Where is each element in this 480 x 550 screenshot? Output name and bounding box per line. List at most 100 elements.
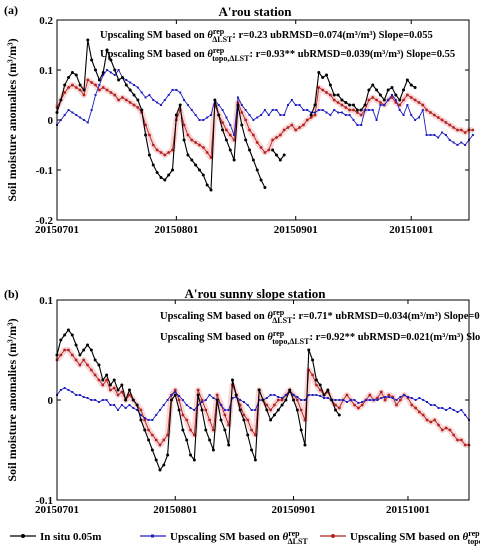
data-point	[102, 74, 105, 76]
data-point	[82, 396, 85, 398]
data-point	[217, 113, 221, 117]
data-point	[82, 348, 86, 352]
data-point	[232, 138, 236, 142]
data-point	[144, 133, 148, 137]
data-point	[313, 103, 317, 107]
data-point	[89, 368, 93, 372]
data-point	[174, 113, 178, 117]
data-point	[463, 131, 467, 134]
data-point	[260, 114, 263, 116]
data-point	[59, 98, 63, 102]
data-point	[410, 403, 414, 407]
data-point	[169, 398, 173, 402]
data-point	[390, 96, 394, 99]
data-point	[117, 69, 120, 71]
data-point	[371, 96, 375, 99]
data-point	[143, 418, 147, 422]
data-point	[59, 353, 63, 357]
data-point	[223, 409, 226, 411]
data-point	[240, 104, 243, 106]
data-point	[244, 118, 248, 122]
data-point	[348, 103, 352, 107]
data-point	[460, 409, 463, 411]
data-point	[280, 398, 284, 402]
data-point	[144, 96, 147, 99]
y-tick-label: -0.1	[36, 495, 53, 507]
data-point	[255, 141, 259, 144]
data-point	[181, 428, 185, 432]
data-point	[167, 94, 170, 96]
data-point	[340, 98, 344, 102]
panel-b-y-axis-label: Soil moisture anomalies (m³/m³)	[5, 318, 19, 481]
data-point	[429, 404, 432, 406]
data-point	[221, 109, 224, 111]
data-point	[86, 78, 90, 82]
data-point	[116, 393, 120, 397]
data-point	[144, 123, 147, 127]
y-tick-label: -0.2	[36, 215, 54, 227]
data-point	[364, 109, 367, 111]
data-point	[460, 141, 463, 144]
data-point	[71, 83, 74, 87]
data-point	[246, 418, 250, 422]
data-point	[422, 399, 425, 401]
data-point	[117, 98, 121, 102]
data-point	[333, 408, 337, 412]
data-point	[405, 93, 409, 97]
data-point	[93, 358, 97, 362]
data-point	[97, 363, 101, 367]
data-point	[359, 108, 363, 112]
data-point	[386, 88, 390, 92]
data-point	[318, 388, 322, 392]
data-point	[313, 111, 316, 114]
data-point	[159, 409, 161, 411]
data-point	[63, 114, 66, 116]
data-point	[156, 101, 159, 104]
data-point	[204, 399, 207, 401]
data-point	[444, 121, 448, 124]
data-point	[318, 383, 322, 387]
data-point	[101, 86, 105, 89]
data-point	[344, 101, 348, 104]
data-point	[418, 410, 421, 414]
data-point	[86, 121, 89, 124]
data-point	[340, 103, 344, 107]
data-point	[197, 404, 200, 406]
data-point	[196, 393, 200, 397]
data-point	[190, 109, 193, 111]
data-point	[375, 88, 379, 92]
data-point	[154, 438, 158, 442]
data-point	[251, 158, 255, 162]
data-point	[387, 396, 390, 398]
data-point	[159, 151, 163, 154]
data-point	[82, 88, 86, 92]
data-point	[456, 411, 459, 413]
data-point	[351, 103, 355, 107]
data-point	[349, 399, 352, 401]
data-point	[390, 86, 394, 89]
series-halo	[54, 77, 473, 161]
data-point	[253, 458, 257, 462]
data-point	[383, 104, 386, 106]
data-point	[253, 433, 257, 437]
data-point	[353, 399, 356, 401]
data-point	[326, 388, 330, 392]
data-point	[398, 398, 402, 402]
data-point	[398, 103, 402, 107]
data-point	[295, 408, 299, 412]
data-point	[162, 404, 165, 406]
data-point	[272, 413, 276, 417]
data-point	[59, 389, 62, 391]
data-point	[215, 398, 219, 402]
data-point	[410, 114, 413, 116]
data-point	[441, 131, 444, 134]
data-point	[213, 98, 217, 102]
data-point	[198, 143, 201, 147]
data-point	[352, 108, 355, 112]
data-point	[406, 396, 409, 398]
data-point	[117, 78, 121, 82]
data-point	[128, 101, 132, 104]
data-point	[90, 58, 94, 62]
data-point	[215, 393, 219, 397]
series-in-situ	[55, 328, 341, 472]
